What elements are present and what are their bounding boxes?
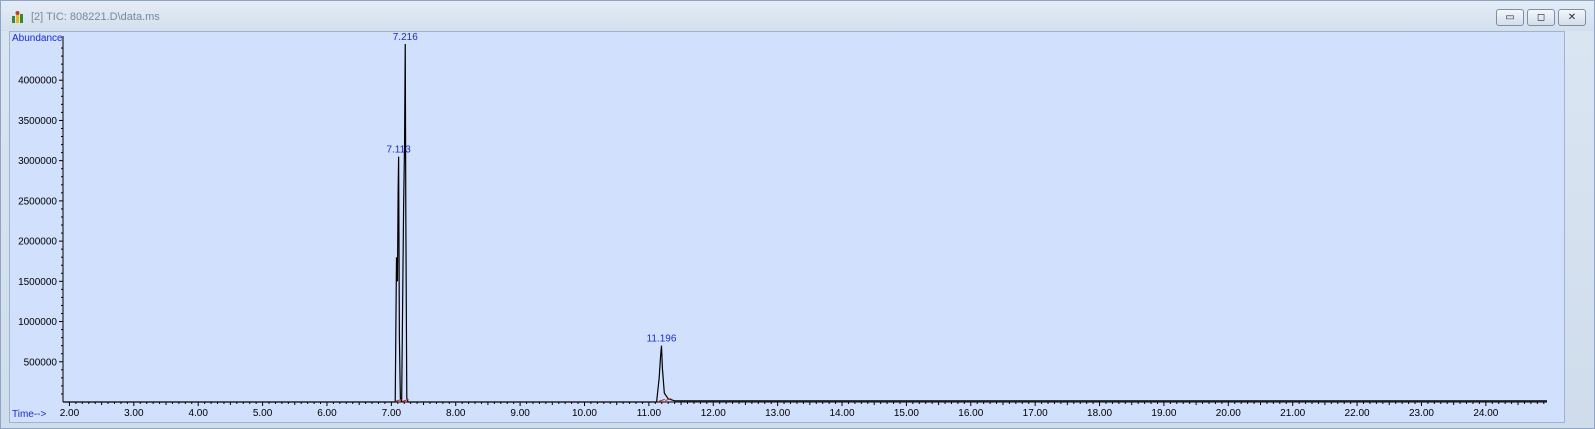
x-tick-label: 17.00 <box>1023 408 1048 419</box>
y-tick-label: 500000 <box>24 357 58 368</box>
close-icon: ✕ <box>1567 12 1577 23</box>
x-tick-label: 14.00 <box>830 408 855 419</box>
restore-button[interactable]: ◻ <box>1527 9 1555 26</box>
x-tick-label: 6.00 <box>317 408 337 419</box>
y-tick-label: 2000000 <box>18 237 57 248</box>
baseline-mark <box>402 398 409 402</box>
minimize-icon: ▭ <box>1505 12 1515 23</box>
x-tick-label: 22.00 <box>1345 408 1370 419</box>
y-axis-label: Abundance <box>12 33 63 44</box>
x-tick-label: 11.00 <box>637 408 662 419</box>
peak-label[interactable]: 11.196 <box>647 334 677 345</box>
x-tick-label: 16.00 <box>958 408 983 419</box>
x-tick-label: 15.00 <box>894 408 919 419</box>
x-axis-label: Time--> <box>12 409 47 420</box>
x-tick-label: 3.00 <box>124 408 144 419</box>
peak-label[interactable]: 7.216 <box>393 32 418 43</box>
x-tick-label: 24.00 <box>1473 408 1498 419</box>
baseline-mark <box>395 398 402 402</box>
x-tick-label: 9.00 <box>510 408 530 419</box>
x-tick-label: 21.00 <box>1280 408 1305 419</box>
x-tick-label: 10.00 <box>572 408 597 419</box>
title-bar[interactable]: [2] TIC: 808221.D\data.ms ▭ ◻ ✕ <box>1 1 1594 31</box>
y-tick-label: 1000000 <box>18 317 57 328</box>
x-tick-label: 8.00 <box>446 408 466 419</box>
y-tick-label: 3000000 <box>18 156 57 167</box>
x-tick-label: 23.00 <box>1409 408 1434 419</box>
chromatogram-app-icon <box>12 11 23 23</box>
window-title: [2] TIC: 808221.D\data.ms <box>31 11 160 23</box>
y-tick-label: 4000000 <box>18 76 57 87</box>
x-tick-label: 2.00 <box>60 408 80 419</box>
minimize-button[interactable]: ▭ <box>1496 9 1524 26</box>
chromatogram-chart: Abundance Time--> 500000 1000000 1500000 2000… <box>12 32 1547 420</box>
restore-icon: ◻ <box>1536 12 1546 23</box>
x-tick-label: 19.00 <box>1151 408 1176 419</box>
tic-trace <box>63 44 1547 403</box>
peak-label[interactable]: 7.113 <box>386 145 411 156</box>
y-tick-label: 1500000 <box>18 277 57 288</box>
x-tick-label: 5.00 <box>253 408 273 419</box>
x-tick-label: 7.00 <box>382 408 402 419</box>
y-tick-label: 2500000 <box>18 196 57 207</box>
baseline-mark <box>665 398 672 402</box>
baseline-mark <box>658 398 665 402</box>
x-tick-label: 4.00 <box>188 408 208 419</box>
close-button[interactable]: ✕ <box>1558 9 1586 26</box>
x-tick-label: 18.00 <box>1087 408 1112 419</box>
x-tick-label: 20.00 <box>1216 408 1241 419</box>
y-tick-label: 3500000 <box>18 116 57 127</box>
x-tick-label: 12.00 <box>701 408 726 419</box>
chart-plot-area[interactable]: Abundance Time--> 500000 1000000 1500000 2000… <box>9 31 1565 423</box>
x-tick-label: 13.00 <box>765 408 790 419</box>
